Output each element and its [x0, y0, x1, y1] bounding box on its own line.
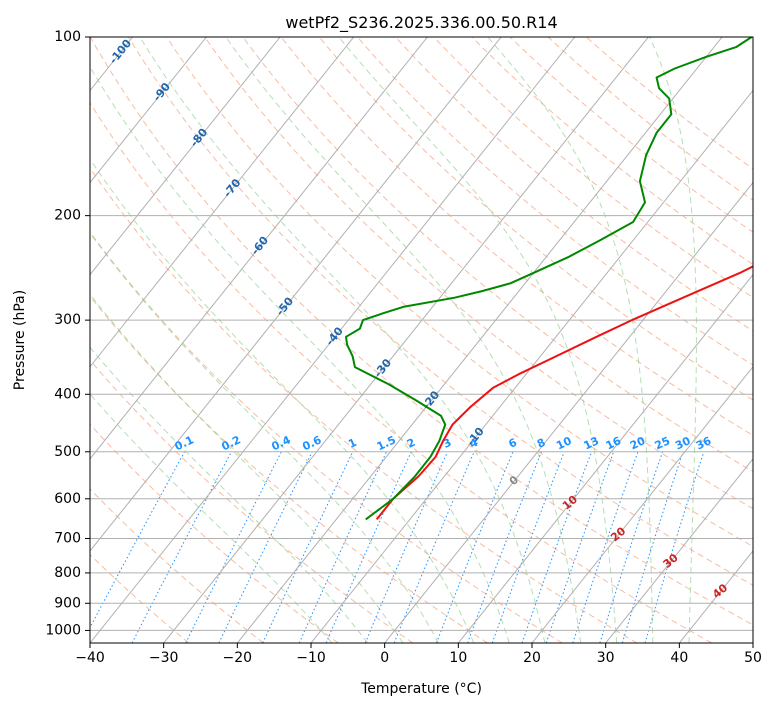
mixing-ratio-line: [572, 451, 639, 643]
mixing-ratio-line: [185, 451, 282, 643]
dry-adiabat: [90, 295, 488, 643]
y-tick-label: 600: [54, 491, 81, 507]
mixing-ratio-line: [491, 451, 565, 643]
dry-adiabat: [433, 37, 753, 299]
x-tick-label: 50: [744, 650, 762, 666]
isotherm: [90, 37, 207, 184]
chart-title: wetPf2_S236.2025.336.00.50.R14: [285, 13, 557, 33]
isotherm: [310, 89, 753, 643]
mixing-ratio-line: [545, 451, 615, 643]
isotherm: [90, 37, 281, 276]
temperature-line: [375, 265, 753, 521]
isotherm: [163, 37, 649, 643]
x-axis: −40 −30 −20 −10 0 10 20 30 40 50: [75, 643, 762, 666]
dry-adiabat: [90, 37, 753, 626]
mixing-ratio-line: [621, 451, 684, 643]
x-axis-label: Temperature (°C): [360, 681, 482, 697]
y-axis-label: Pressure (hPa): [12, 290, 28, 390]
y-tick-label: 200: [54, 208, 81, 224]
mixing-ratio-line: [325, 451, 412, 643]
dry-adiabat: [90, 553, 190, 643]
dry-adiabat: [90, 423, 339, 643]
y-tick-label: 1000: [45, 622, 81, 638]
y-axis: 100 200 300 400 500 600 700 800 900 1000: [45, 29, 90, 638]
mixing-ratio-line: [599, 451, 664, 643]
moist-adiabat: [225, 37, 582, 643]
dry-adiabat: [204, 37, 753, 510]
x-tick-label: 30: [597, 650, 615, 666]
mixing-ratio-label: 25: [653, 434, 672, 452]
y-tick-label: 400: [54, 386, 81, 402]
moist-adiabat: [139, 37, 546, 643]
moist-adiabat: [90, 393, 333, 643]
y-tick-label: 800: [54, 565, 81, 581]
x-tick-label: 10: [449, 650, 467, 666]
isotherm: [90, 37, 576, 643]
mixing-ratio-line: [131, 451, 232, 643]
mixing-ratio-label: 10: [554, 434, 574, 452]
moist-adiabat: [487, 37, 654, 643]
y-tick-label: 700: [54, 531, 81, 547]
y-tick-label: 100: [54, 29, 81, 45]
dry-adiabat: [128, 37, 753, 586]
isotherm: [384, 181, 753, 643]
dry-adiabat: [395, 37, 753, 332]
isotherm: [90, 37, 428, 460]
dewpoint-line: [345, 37, 753, 521]
mixing-ratio-label: 30: [673, 434, 693, 452]
dry-adiabat: [90, 101, 712, 643]
plot-frame: [89, 36, 754, 644]
isotherm: [90, 37, 502, 552]
mixing-ratio-line: [364, 451, 448, 643]
isotherm: [531, 365, 753, 643]
mixing-ratio-label: 13: [582, 434, 601, 452]
mixing-ratio-line: [435, 451, 514, 643]
x-tick-label: 20: [523, 650, 541, 666]
mixing-ratio-line: [90, 451, 185, 629]
dry-adiabat: [90, 231, 563, 643]
isotherm: [90, 37, 355, 368]
mixing-ratio-label: 16: [604, 434, 624, 452]
x-tick-label: −10: [296, 650, 326, 666]
background-lines: [90, 37, 753, 643]
y-tick-label: 300: [54, 312, 81, 328]
mixing-ratio-label: 36: [694, 434, 714, 452]
x-tick-label: 40: [670, 650, 688, 666]
profile-lines: [345, 37, 753, 521]
y-tick-label: 500: [54, 444, 81, 460]
dry-adiabat: [166, 37, 753, 548]
x-tick-label: −20: [223, 650, 253, 666]
moist-adiabat: [90, 293, 404, 643]
mixing-ratio-line: [218, 451, 313, 643]
x-tick-label: −40: [75, 650, 105, 666]
mixing-ratio-line: [644, 451, 705, 643]
isotherm: [236, 37, 723, 643]
dry-adiabat: [318, 37, 753, 401]
x-tick-label: 0: [380, 650, 389, 666]
isotherm: [605, 458, 753, 643]
mixing-ratio-line: [521, 451, 593, 643]
moist-adiabat: [649, 37, 697, 643]
x-tick-label: −30: [149, 650, 179, 666]
mixing-ratio-label: 20: [628, 434, 648, 452]
moist-adiabat: [90, 65, 510, 643]
moist-adiabat: [90, 232, 439, 643]
mixing-ratio-line: [467, 451, 542, 643]
y-tick-label: 900: [54, 595, 81, 611]
isotherm: [457, 273, 753, 643]
dry-adiabat: [357, 37, 753, 366]
